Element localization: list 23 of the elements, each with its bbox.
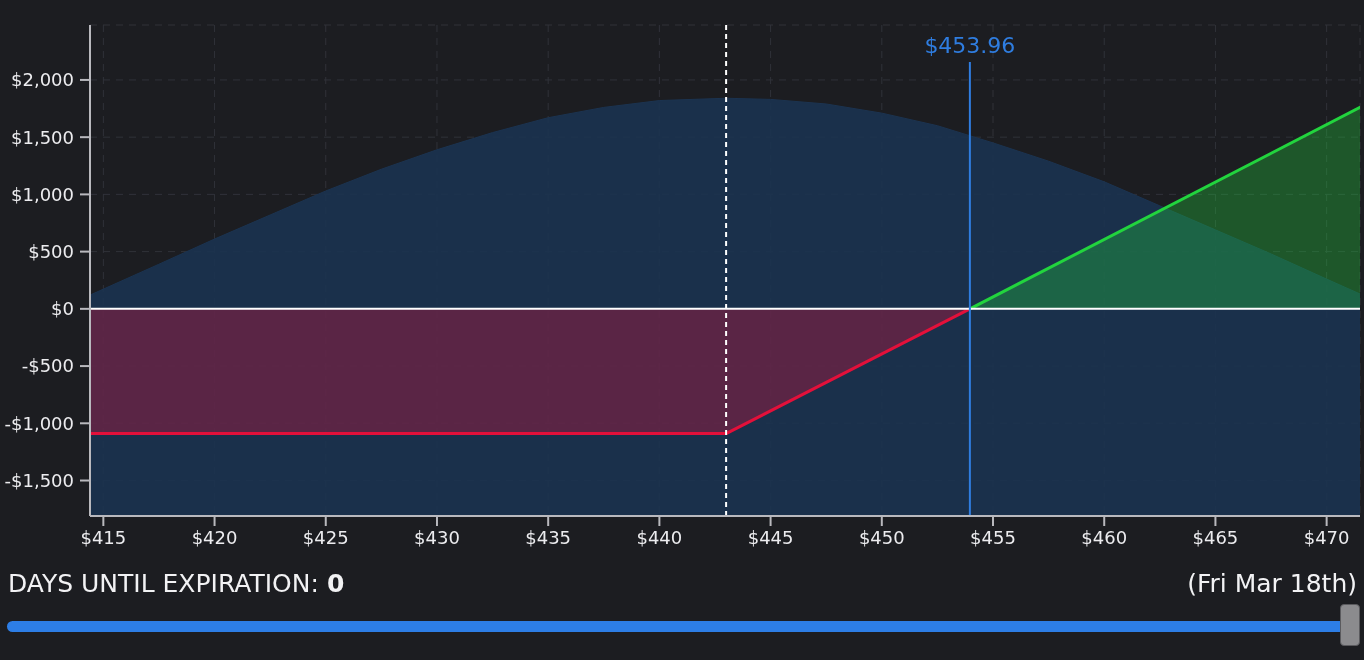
x-tick-label: $460 — [1081, 526, 1128, 548]
ref-line-label: $453.96 — [924, 33, 1016, 58]
y-tick-label: $2,000 — [11, 69, 74, 91]
x-tick-label: $455 — [970, 526, 1016, 548]
y-tick-label: $1,000 — [11, 183, 74, 205]
x-tick-label: $470 — [1303, 526, 1350, 548]
x-tick-label: $420 — [191, 526, 238, 548]
x-tick-label: $465 — [1192, 526, 1239, 548]
x-tick-label: $415 — [80, 526, 127, 548]
x-tick-label: $450 — [858, 526, 905, 548]
x-tick-label: $430 — [414, 526, 460, 548]
x-tick-label: $435 — [525, 526, 572, 548]
x-tick-label: $440 — [636, 526, 683, 548]
x-tick-label: $425 — [302, 526, 349, 548]
y-tick-label: -$500 — [21, 355, 74, 377]
y-tick-label: -$1,000 — [4, 412, 74, 434]
y-tick-label: $1,500 — [11, 126, 74, 148]
text: (Fri Mar 18th) — [1187, 569, 1357, 599]
y-tick-label: $0 — [51, 298, 74, 320]
y-tick-label: -$1,500 — [4, 469, 74, 491]
x-tick-label: $445 — [747, 526, 794, 548]
text: DAYS UNTIL EXPIRATION: 0 — [8, 569, 345, 599]
y-tick-label: $500 — [28, 241, 74, 263]
